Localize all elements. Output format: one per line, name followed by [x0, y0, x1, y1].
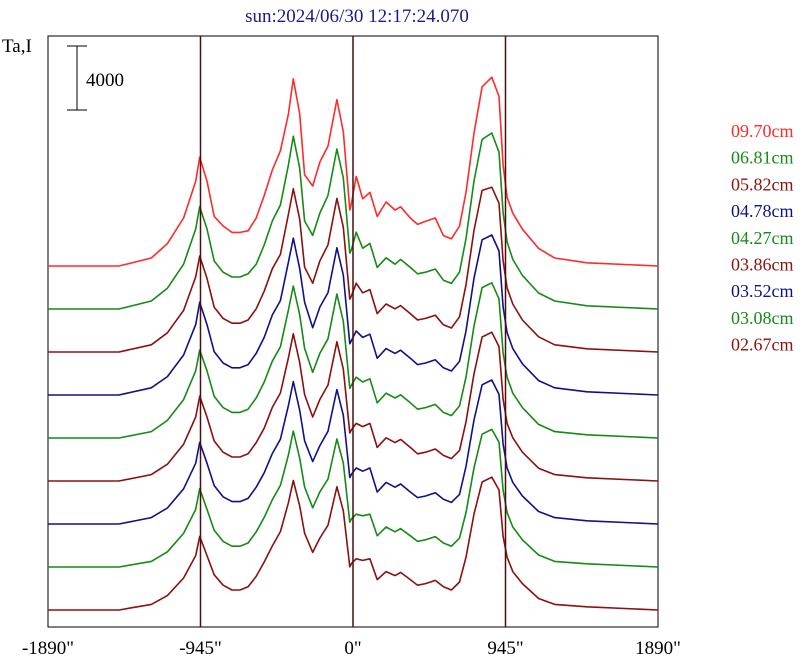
legend: 09.70cm 06.81cm 05.82cm 04.78cm 04.27cm 03.86…	[731, 121, 794, 355]
legend-entry-1: 09.70cm	[731, 121, 794, 141]
x-tick-label-3: 0"	[344, 638, 361, 659]
scale-bar: 4000	[67, 45, 124, 111]
legend-entry-4: 04.78cm	[731, 201, 794, 221]
scale-bar-label: 4000	[86, 70, 124, 91]
x-tick-label-4: 945"	[487, 638, 523, 659]
legend-entry-9: 02.67cm	[731, 335, 794, 355]
series-line-4	[48, 234, 659, 396]
series-line-6	[48, 331, 659, 482]
y-axis-label: Ta,I	[2, 36, 32, 57]
vertical-markers	[199, 36, 507, 627]
x-tick-label-1: -1890"	[22, 638, 74, 659]
series-line-5	[48, 281, 659, 439]
chart-title: sun:2024/06/30 12:17:24.070	[245, 6, 469, 27]
series-line-9	[48, 476, 659, 611]
series-layer	[48, 76, 659, 611]
series-line-8	[48, 428, 659, 568]
legend-entry-2: 06.81cm	[731, 148, 794, 168]
legend-entry-3: 05.82cm	[731, 174, 794, 194]
series-line-3	[48, 186, 659, 353]
legend-entry-7: 03.52cm	[731, 281, 794, 301]
x-axis-ticks: -1890" -945" 0" 945" 1890"	[22, 638, 681, 659]
legend-entry-8: 03.08cm	[731, 308, 794, 328]
series-line-7	[48, 379, 659, 525]
series-line-1	[48, 76, 659, 267]
legend-entry-5: 04.27cm	[731, 228, 794, 248]
x-tick-label-2: -945"	[179, 638, 222, 659]
series-line-2	[48, 132, 659, 310]
x-tick-label-5: 1890"	[635, 638, 681, 659]
legend-entry-6: 03.86cm	[731, 255, 794, 275]
